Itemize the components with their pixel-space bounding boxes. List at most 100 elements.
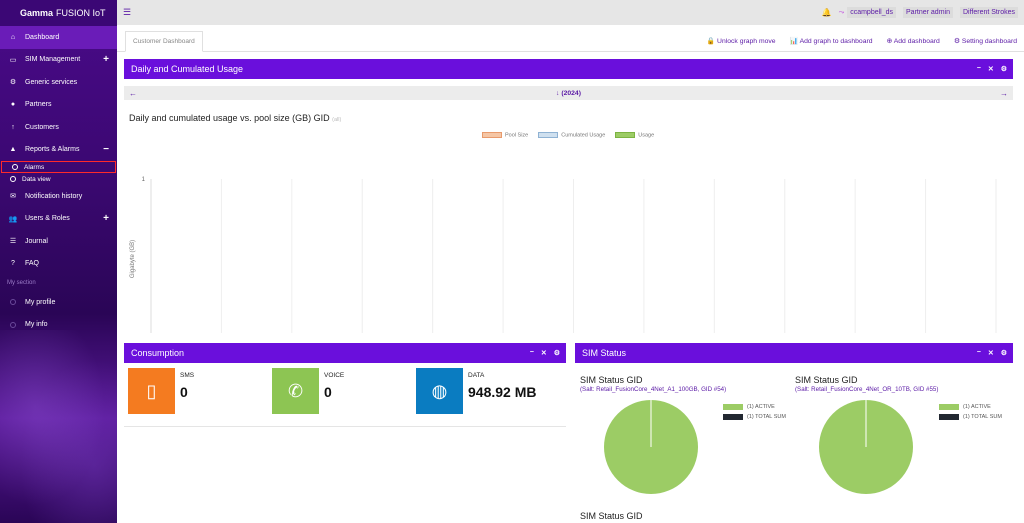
circle-icon — [12, 164, 18, 170]
sidebar-item-users-roles[interactable]: 👥 Users & Roles + — [0, 208, 117, 231]
unlock-graph-button[interactable]: 🔒 Unlock graph move — [706, 38, 776, 45]
kpi-label: DATA — [468, 372, 485, 379]
minimize-icon[interactable]: − — [976, 65, 981, 72]
circle-icon — [10, 176, 16, 182]
close-icon[interactable]: ✕ — [987, 350, 994, 357]
sim-chart-title: SIM Status GID — [580, 375, 643, 385]
role-link[interactable]: Partner admin — [903, 7, 953, 18]
kpi-label: SMS — [180, 372, 195, 379]
sidebar-item-label: SIM Management — [25, 56, 81, 64]
brand-name: Gamma — [20, 8, 54, 18]
expand-icon[interactable]: + — [103, 54, 109, 66]
company-link[interactable]: Different Strokes — [959, 7, 1018, 18]
legend-item-active[interactable]: (1) ACTIVE — [939, 404, 1002, 410]
question-icon: ? — [11, 260, 15, 268]
kpi-label: VOICE — [324, 372, 345, 379]
sidebar-item-journal[interactable]: ☰ Journal — [0, 230, 117, 253]
expand-icon[interactable]: + — [103, 213, 109, 225]
legend-item-total[interactable]: (1) TOTAL SUM — [939, 414, 1002, 420]
sidebar-subitem-data-view[interactable]: Data view — [0, 173, 117, 185]
chart-title: Daily and cumulated usage vs. pool size … — [129, 113, 341, 123]
year-selector[interactable]: ↓ (2024) — [556, 89, 581, 97]
sim-chart-subtitle[interactable]: (Salt: Retail_FusionCore_4Net_OR_10TB, G… — [795, 386, 939, 393]
gear-icon[interactable]: ⚙ — [1000, 350, 1007, 357]
close-icon[interactable]: ✕ — [987, 66, 994, 73]
add-dashboard-button[interactable]: ⊕ Add dashboard — [886, 38, 940, 45]
sim-chart-subtitle[interactable]: (Salt: Retail_FusionCore_4Net_A1_100GB, … — [580, 386, 727, 393]
setting-dashboard-button[interactable]: ⚙ Setting dashboard — [953, 38, 1017, 45]
sim-chart-title: SIM Status GID — [580, 511, 643, 521]
legend-item-usage[interactable]: Usage — [615, 132, 654, 138]
minimize-icon[interactable]: − — [529, 349, 534, 356]
consumption-divider — [124, 426, 566, 427]
gear-icon[interactable]: ⚙ — [1000, 66, 1007, 73]
users-icon: 👥 — [8, 215, 18, 223]
add-dashboard-label: Add dashboard — [893, 38, 940, 45]
y-tick-label: 1 — [142, 177, 146, 183]
bell-icon[interactable]: 🔔 — [821, 8, 832, 17]
usage-line-chart: 01Gigabyte (GB)JanuaryFebruaryMarchApril… — [130, 177, 997, 333]
legend-item-total[interactable]: (1) TOTAL SUM — [723, 414, 786, 420]
brand-logo[interactable]: Gamma FUSION IoT — [0, 0, 117, 26]
sidebar-item-dashboard[interactable]: ⌂ Dashboard — [0, 26, 117, 49]
consumption-panel-title: Consumption — [131, 348, 185, 358]
main-content: Customer Dashboard 🔒 Unlock graph move 📊… — [117, 25, 1024, 523]
sim-status-pie-chart — [819, 400, 913, 494]
sidebar-item-faq[interactable]: ? FAQ — [0, 253, 117, 276]
globe-icon: ◍ — [416, 368, 463, 414]
sidebar-item-notification-history[interactable]: ✉ Notification history — [0, 185, 117, 208]
user-icon: ● — [10, 101, 16, 109]
envelope-icon: ✉ — [10, 193, 16, 201]
chart-legend: Pool Size Cumulated Usage Usage — [482, 132, 654, 138]
sidebar-item-customers[interactable]: ↑ Customers — [0, 116, 117, 139]
mobile-icon: ▯ — [128, 368, 175, 414]
hamburger-menu-icon[interactable]: ☰ — [123, 7, 132, 17]
sidebar-item-partners[interactable]: ● Partners — [0, 94, 117, 117]
circle-icon — [9, 321, 17, 329]
legend-item-active[interactable]: (1) ACTIVE — [723, 404, 786, 410]
kpi-voice: ✆ VOICE 0 — [272, 368, 344, 414]
close-icon[interactable]: ✕ — [540, 350, 547, 357]
legend-swatch — [939, 414, 959, 420]
legend-item-pool-size[interactable]: Pool Size — [482, 132, 528, 138]
sim-chart-legend: (1) ACTIVE (1) TOTAL SUM — [723, 404, 786, 424]
sidebar-item-label: Customers — [25, 123, 59, 131]
minimize-icon[interactable]: − — [976, 349, 981, 356]
list-icon: ☰ — [9, 238, 17, 246]
section-label: My section — [7, 280, 36, 286]
y-axis-label: Gigabyte (GB) — [130, 240, 136, 278]
chart-title-filter[interactable]: (all) — [332, 117, 342, 123]
legend-swatch — [615, 132, 636, 138]
sidebar-subitem-label: Alarms — [24, 163, 45, 171]
dashboard-tabs-row: Customer Dashboard 🔒 Unlock graph move 📊… — [117, 30, 1024, 52]
sidebar-subitem-alarms[interactable]: Alarms — [1, 161, 116, 173]
username-link[interactable]: ccampbell_ds — [847, 7, 897, 18]
tab-customer-dashboard[interactable]: Customer Dashboard — [125, 30, 203, 52]
kpi-value: 0 — [180, 384, 188, 400]
arrow-left-icon[interactable]: ← — [129, 88, 137, 98]
sidebar-item-label: Partners — [25, 101, 52, 109]
circle-icon — [9, 298, 17, 306]
legend-swatch — [482, 132, 502, 138]
add-graph-button[interactable]: 📊 Add graph to dashboard — [789, 38, 873, 45]
sidebar-item-my-profile[interactable]: My profile — [0, 291, 117, 314]
legend-item-cumulated-usage[interactable]: Cumulated Usage — [538, 132, 605, 138]
arrow-right-icon[interactable]: → — [1000, 88, 1008, 98]
year-navigation: ← ↓ (2024) → — [124, 86, 1013, 100]
legend-label: (1) ACTIVE — [747, 404, 775, 410]
collapse-icon[interactable]: − — [103, 144, 109, 156]
sidebar-item-generic-services[interactable]: ⚙ Generic services — [0, 71, 117, 94]
sidebar-item-label: Dashboard — [25, 33, 60, 41]
sidebar-item-label: FAQ — [25, 260, 40, 268]
kpi-sms: ▯ SMS 0 — [128, 368, 194, 414]
user-menu[interactable]: ⤳ ccampbell_ds — [838, 7, 897, 18]
sidebar-item-my-info[interactable]: My info — [0, 314, 117, 337]
sidebar-item-label: My info — [25, 321, 48, 329]
sidebar-item-sim-management[interactable]: ▭ SIM Management + — [0, 49, 117, 72]
sidebar-item-label: Reports & Alarms — [25, 146, 80, 154]
sim-chart-title: SIM Status GID — [795, 375, 858, 385]
setting-dashboard-label: Setting dashboard — [961, 38, 1017, 45]
gear-icon[interactable]: ⚙ — [553, 350, 560, 357]
switch-user-icon: ⤳ — [838, 8, 845, 16]
sidebar-item-reports-alarms[interactable]: ▲ Reports & Alarms − — [0, 139, 117, 162]
